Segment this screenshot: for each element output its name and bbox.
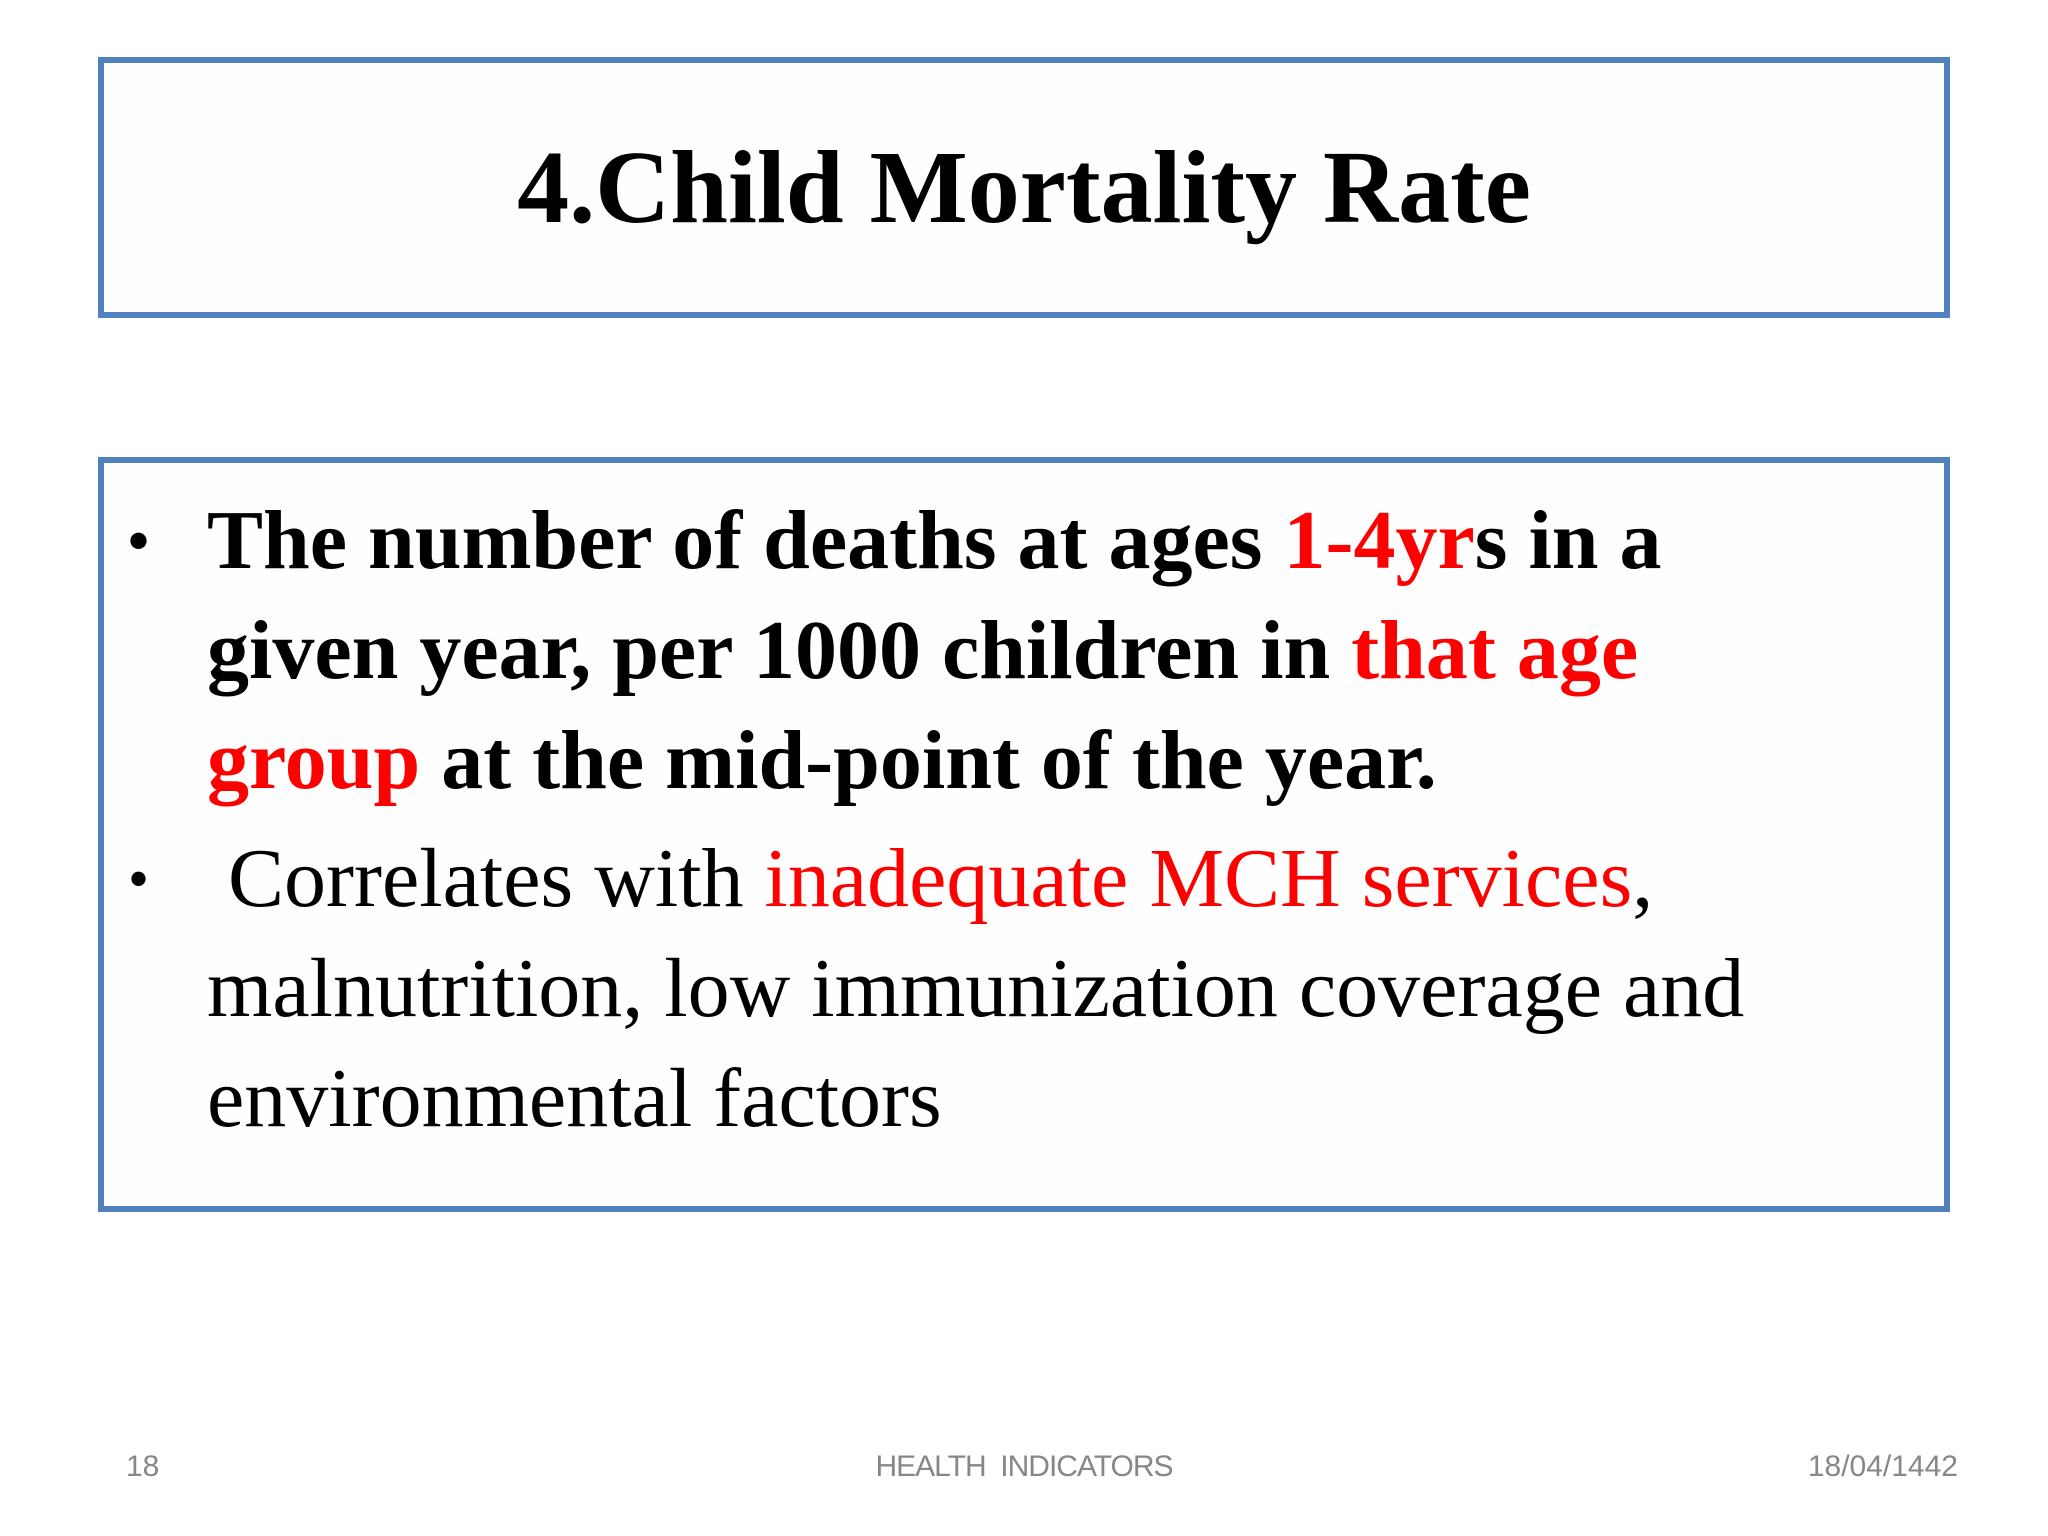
text-segment: s in a given year, per 1000 children in	[207, 494, 1662, 697]
bullet-text: Correlates with inadequate MCH services,…	[207, 824, 1744, 1154]
text-segment: Correlates with	[207, 832, 765, 925]
page-title: 4.Child Mortality Rate	[517, 130, 1531, 245]
text-segment: , malnutrition, low immunization coverag…	[207, 832, 1745, 1145]
text-segment: The number of deaths at ages	[207, 494, 1284, 587]
text-segment: inadequate MCH services	[764, 832, 1633, 925]
bullet-text: The number of deaths at ages 1-4yrs in a…	[207, 486, 1662, 816]
title-box: 4.Child Mortality Rate	[98, 57, 1950, 318]
list-item: • Correlates with inadequate MCH service…	[124, 824, 1924, 1154]
text-segment: 1-4yr	[1283, 494, 1475, 587]
content-box: • The number of deaths at ages 1-4yrs in …	[98, 457, 1950, 1212]
text-segment: at the mid-point of the year.	[420, 714, 1437, 807]
text-segment: that age group	[207, 604, 1639, 807]
bullet-marker-icon: •	[128, 846, 150, 912]
bullet-list: • The number of deaths at ages 1-4yrs in …	[124, 486, 1924, 1154]
footer-date: 18/04/1442	[1807, 1450, 1958, 1483]
footer-title: HEALTH INDICATORS	[875, 1450, 1173, 1483]
list-item: • The number of deaths at ages 1-4yrs in …	[124, 486, 1924, 816]
bullet-marker-icon: •	[128, 508, 150, 574]
page-number: 18	[126, 1450, 160, 1483]
footer: 18 HEALTH INDICATORS 18/04/1442	[0, 1446, 2048, 1488]
